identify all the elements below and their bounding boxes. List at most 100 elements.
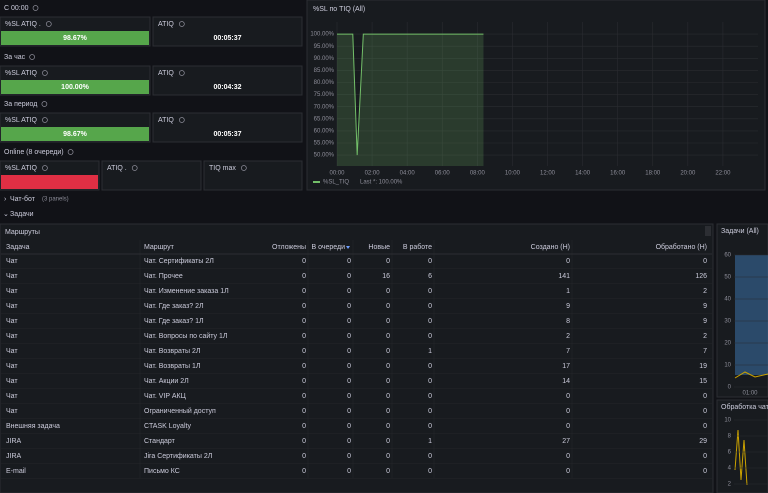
table-cell: 0 xyxy=(566,423,570,430)
table-cell: 7 xyxy=(703,348,707,355)
info-icon xyxy=(178,70,185,76)
table-cell: 0 xyxy=(703,408,707,415)
table-cell: 0 xyxy=(566,468,570,475)
y-tick-label: 50.00% xyxy=(314,153,335,159)
table-cell: Чат. Возвраты 1Л xyxy=(144,363,201,370)
table-cell: 0 xyxy=(347,378,351,385)
table-cell: JIRA xyxy=(6,453,22,460)
table-cell: 0 xyxy=(302,393,306,400)
table-cell: Jira Сертификаты 2Л xyxy=(144,453,213,460)
series-area xyxy=(337,34,484,166)
table-cell: 0 xyxy=(703,453,707,460)
table-cell: 0 xyxy=(347,303,351,310)
column-header: В очереди xyxy=(311,244,345,251)
panel-menu[interactable] xyxy=(705,226,711,236)
table-cell: 0 xyxy=(386,288,390,295)
y-tick-label: 10 xyxy=(724,418,731,424)
table-cell: Чат. Акции 2Л xyxy=(144,378,189,385)
table-cell: 0 xyxy=(302,468,306,475)
panel-title: Маршруты xyxy=(5,229,40,236)
table-cell: Стандарт xyxy=(144,438,176,445)
section-label: За период xyxy=(4,101,37,108)
info-icon xyxy=(178,21,185,27)
table-cell: 0 xyxy=(386,408,390,415)
table-cell: 0 xyxy=(386,333,390,340)
table-cell: 0 xyxy=(566,393,570,400)
table-cell: 7 xyxy=(566,348,570,355)
stat-value: 98.67% xyxy=(63,35,88,42)
x-tick-label: 12:00 xyxy=(540,171,556,177)
table-cell: Чат. Где заказ? 1Л xyxy=(144,318,204,325)
row-title[interactable]: Чат-бот xyxy=(10,195,36,203)
side-panel xyxy=(716,399,768,493)
table-cell: Чат. Вопросы по сайту 1Л xyxy=(144,332,228,340)
table-cell: 0 xyxy=(428,393,432,400)
column-header: Задача xyxy=(6,244,30,251)
stat-bar xyxy=(1,127,149,141)
stat-title: %SL ATIQ . xyxy=(5,21,41,28)
table-cell: 9 xyxy=(703,303,707,310)
y-tick-label: 2 xyxy=(728,482,732,488)
y-tick-label: 50 xyxy=(724,275,731,281)
table-cell: 0 xyxy=(302,303,306,310)
y-tick-label: 90.00% xyxy=(314,56,335,62)
x-tick-label: 20:00 xyxy=(680,171,696,177)
series-line xyxy=(337,33,484,156)
table-cell: 126 xyxy=(695,273,707,280)
column-header: Новые xyxy=(368,244,390,251)
table-cell: Чат xyxy=(6,288,18,295)
info-icon xyxy=(67,149,74,155)
sort-icon xyxy=(346,246,350,249)
stat-panel xyxy=(152,112,303,143)
table-cell: 0 xyxy=(428,408,432,415)
stat-title: ATIQ xyxy=(158,70,174,77)
table-cell: 0 xyxy=(302,333,306,340)
y-tick-label: 80.00% xyxy=(314,80,335,86)
table-cell: Ограниченный доступ xyxy=(144,407,216,415)
row-panel-count: (3 panels) xyxy=(42,197,69,203)
stat-value: 100.00% xyxy=(61,84,89,91)
table-cell: 0 xyxy=(386,378,390,385)
table-cell: Чат. Прочее xyxy=(144,273,183,280)
table-cell: 1 xyxy=(428,348,432,355)
y-tick-label: 0 xyxy=(728,385,732,391)
table-cell: 0 xyxy=(386,468,390,475)
table-cell: 16 xyxy=(382,273,390,280)
info-icon xyxy=(41,101,48,107)
legend-value: Last *: 100.00% xyxy=(360,180,403,186)
table-cell: 9 xyxy=(703,318,707,325)
info-icon xyxy=(42,165,48,171)
stat-title: %SL ATIQ xyxy=(5,165,37,172)
y-tick-label: 10 xyxy=(724,363,731,369)
y-tick-label: 4 xyxy=(728,466,732,472)
y-tick-label: 65.00% xyxy=(314,116,335,122)
x-tick-label: 18:00 xyxy=(645,171,661,177)
table-cell: 0 xyxy=(386,318,390,325)
panel-title: Обработка чато xyxy=(721,403,768,411)
table-cell: 0 xyxy=(428,423,432,430)
stat-panel xyxy=(152,65,303,96)
table-cell: 17 xyxy=(562,363,570,370)
y-tick-label: 40 xyxy=(724,297,731,303)
table-cell: 0 xyxy=(347,468,351,475)
table-cell: 0 xyxy=(428,468,432,475)
stat-bar xyxy=(1,31,149,45)
panel-title: Задачи (All) xyxy=(721,228,759,235)
table-cell: 2 xyxy=(566,333,570,340)
table-cell: 0 xyxy=(703,423,707,430)
table-cell: 0 xyxy=(347,348,351,355)
table-cell: E-mail xyxy=(6,468,26,475)
table-cell: 1 xyxy=(428,438,432,445)
row-title[interactable]: Задачи xyxy=(10,211,34,218)
table-cell: 19 xyxy=(699,363,707,370)
info-icon xyxy=(240,165,247,171)
table-cell: Чат xyxy=(6,348,18,355)
table-cell: 0 xyxy=(302,378,306,385)
y-tick-label: 55.00% xyxy=(314,141,335,147)
x-tick-label: 22:00 xyxy=(715,171,731,177)
stat-value: 98.67% xyxy=(63,131,88,138)
table-cell: CTASK Loyalty xyxy=(144,423,191,430)
y-tick-label: 60.00% xyxy=(314,128,335,134)
table-cell: 0 xyxy=(347,363,351,370)
